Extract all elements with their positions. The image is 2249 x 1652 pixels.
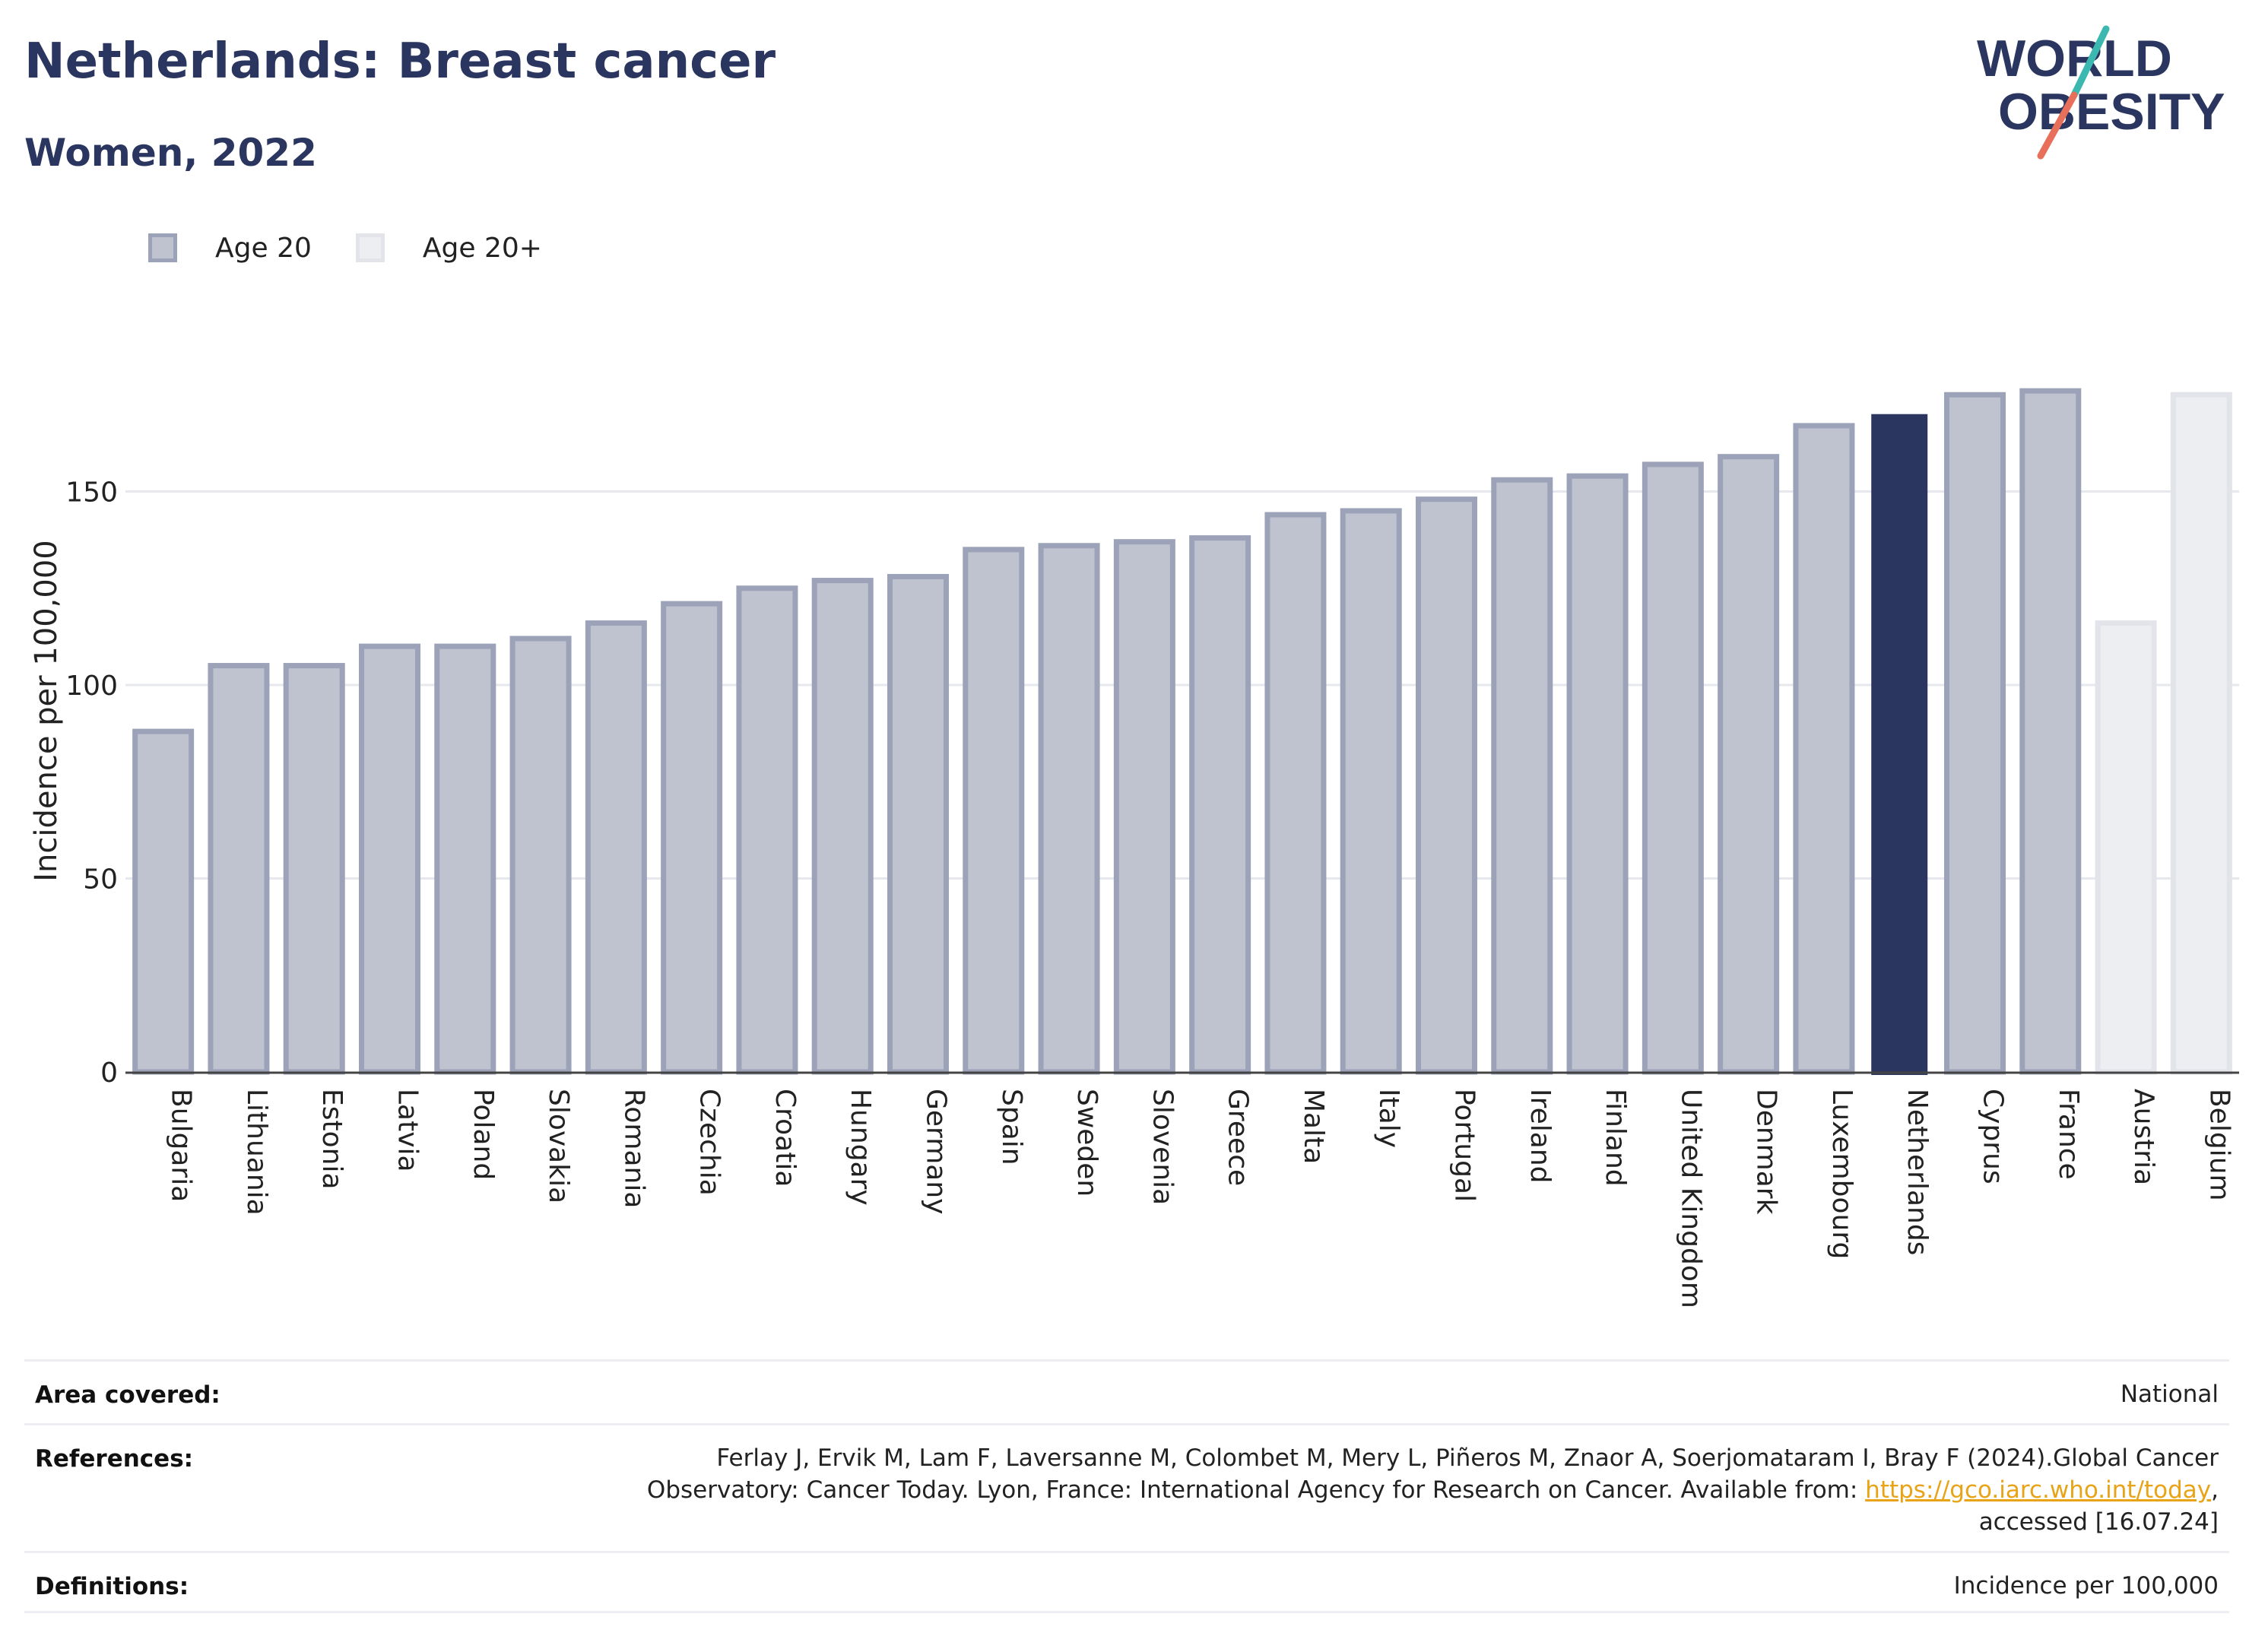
- bar-croatia[interactable]: [736, 585, 798, 1075]
- references-line-3: accessed [16.07.24]: [1978, 1508, 2219, 1536]
- x-tick-label: Ireland: [1524, 1089, 1556, 1184]
- references-value: Ferlay J, Ervik M, Lam F, Laversanne M, …: [647, 1425, 2219, 1551]
- x-tick-label: Greece: [1223, 1089, 1254, 1186]
- y-tick-label: 100: [65, 671, 118, 702]
- svg-text:OBESITY: OBESITY: [1998, 83, 2225, 141]
- legend-label-age20: Age 20: [215, 232, 312, 264]
- x-tick-label: Austria: [2128, 1089, 2159, 1185]
- y-axis-label: Incidence per 100,000: [29, 540, 64, 882]
- bar-belgium[interactable]: [2170, 392, 2232, 1075]
- references-line-2-text: Observatory: Cancer Today. Lyon, France:…: [646, 1476, 1866, 1504]
- x-tick-label: Luxembourg: [1826, 1089, 1857, 1259]
- references-label: References:: [35, 1445, 194, 1473]
- bar-austria[interactable]: [2095, 620, 2157, 1075]
- definitions-label: Definitions:: [35, 1573, 189, 1600]
- bar-poland[interactable]: [434, 643, 496, 1075]
- bar-sweden[interactable]: [1038, 543, 1100, 1075]
- y-tick-label: 50: [83, 864, 118, 896]
- area-covered-value: National: [2120, 1381, 2219, 1408]
- x-tick-label: Bulgaria: [166, 1089, 197, 1202]
- y-tick-label: 150: [65, 477, 118, 509]
- svg-text:WORLD: WORLD: [1977, 30, 2172, 87]
- x-tick-label: Germany: [921, 1089, 952, 1214]
- bar-germany[interactable]: [887, 573, 949, 1075]
- bar-spain[interactable]: [963, 547, 1025, 1075]
- y-axis-ticks: 0 50 100 150: [65, 477, 118, 1089]
- legend-item-age20[interactable]: Age 20: [148, 233, 312, 264]
- references-link[interactable]: https://gco.iarc.who.int/today: [1865, 1476, 2212, 1504]
- x-tick-label: Poland: [468, 1089, 499, 1180]
- info-row-area: Area covered: National: [24, 1359, 2229, 1423]
- bar-czechia[interactable]: [661, 601, 723, 1075]
- bar-netherlands[interactable]: [1871, 414, 1928, 1075]
- bar-greece[interactable]: [1189, 535, 1251, 1075]
- bar-cyprus[interactable]: [1944, 392, 2006, 1075]
- x-tick-label: Belgium: [2203, 1089, 2235, 1201]
- x-tick-label: Finland: [1600, 1089, 1631, 1187]
- x-tick-label: Romania: [618, 1089, 649, 1208]
- x-axis-ticks: Bulgaria Lithuania Estonia Latvia Poland Slov…: [166, 1089, 2235, 1308]
- bar-malta[interactable]: [1264, 512, 1327, 1075]
- legend-swatch-age20: [148, 233, 177, 262]
- info-row-definitions: Definitions: Incidence per 100,000: [24, 1551, 2229, 1613]
- bar-estonia[interactable]: [283, 663, 345, 1075]
- x-tick-label: Hungary: [845, 1089, 876, 1206]
- bar-slovenia[interactable]: [1113, 539, 1175, 1075]
- bars: [132, 388, 2232, 1075]
- x-tick-label: Lithuania: [241, 1089, 272, 1216]
- x-tick-label: Latvia: [392, 1089, 423, 1172]
- bar-latvia[interactable]: [359, 643, 420, 1075]
- x-tick-label: Italy: [1373, 1089, 1404, 1148]
- references-line-2: Observatory: Cancer Today. Lyon, France:…: [647, 1474, 2219, 1506]
- bar-lithuania[interactable]: [208, 663, 270, 1075]
- legend-swatch-age20plus: [355, 233, 385, 262]
- x-tick-label: Czechia: [694, 1089, 725, 1196]
- x-tick-label: Malta: [1298, 1089, 1329, 1164]
- chart-title: Netherlands: Breast cancer: [24, 33, 776, 90]
- bar-slovakia[interactable]: [509, 636, 572, 1075]
- info-table: Area covered: National References: Ferla…: [24, 1359, 2229, 1613]
- x-tick-label: Estonia: [316, 1089, 347, 1190]
- bar-bulgaria[interactable]: [132, 728, 195, 1075]
- y-tick-label: 0: [100, 1057, 118, 1089]
- x-tick-label: Croatia: [769, 1089, 801, 1187]
- bar-italy[interactable]: [1340, 508, 1402, 1075]
- bar-luxembourg[interactable]: [1793, 423, 1855, 1075]
- info-row-references: References: Ferlay J, Ervik M, Lam F, La…: [24, 1423, 2229, 1551]
- bar-hungary[interactable]: [811, 578, 874, 1075]
- x-tick-label: Sweden: [1071, 1089, 1102, 1197]
- x-tick-label: United Kingdom: [1675, 1089, 1706, 1308]
- x-tick-label: Slovakia: [543, 1089, 574, 1203]
- bar-romania[interactable]: [585, 620, 647, 1075]
- x-tick-label: Spain: [996, 1089, 1027, 1165]
- legend-item-age20plus[interactable]: Age 20+: [355, 232, 542, 264]
- x-tick-label: Netherlands: [1902, 1089, 1933, 1255]
- world-obesity-logo: WORLD OBESITY: [1977, 25, 2225, 160]
- references-line-2-end: ,: [2211, 1476, 2219, 1504]
- x-tick-label: Slovenia: [1147, 1089, 1178, 1205]
- bar-chart: 0 50 100 150 Bulgaria Lithuania Estonia Latvia…: [29, 388, 2239, 1308]
- x-tick-label: Cyprus: [1978, 1089, 2009, 1184]
- bar-finland[interactable]: [1566, 473, 1629, 1075]
- x-tick-label: Denmark: [1751, 1089, 1782, 1215]
- bar-denmark[interactable]: [1718, 454, 1780, 1075]
- area-covered-label: Area covered:: [35, 1381, 220, 1409]
- bar-portugal[interactable]: [1416, 496, 1477, 1075]
- chart-subtitle: Women, 2022: [24, 131, 317, 175]
- chart-legend: Age 20 Age 20+: [148, 225, 586, 271]
- definitions-value: Incidence per 100,000: [1953, 1572, 2219, 1600]
- legend-label-age20plus: Age 20+: [422, 232, 542, 264]
- bar-ireland[interactable]: [1491, 477, 1553, 1075]
- x-tick-label: France: [2053, 1089, 2084, 1180]
- x-tick-label: Portugal: [1449, 1089, 1480, 1202]
- bar-france[interactable]: [2019, 388, 2082, 1075]
- references-line-1: Ferlay J, Ervik M, Lam F, Laversanne M, …: [716, 1444, 2219, 1472]
- bar-united-kingdom[interactable]: [1642, 461, 1704, 1075]
